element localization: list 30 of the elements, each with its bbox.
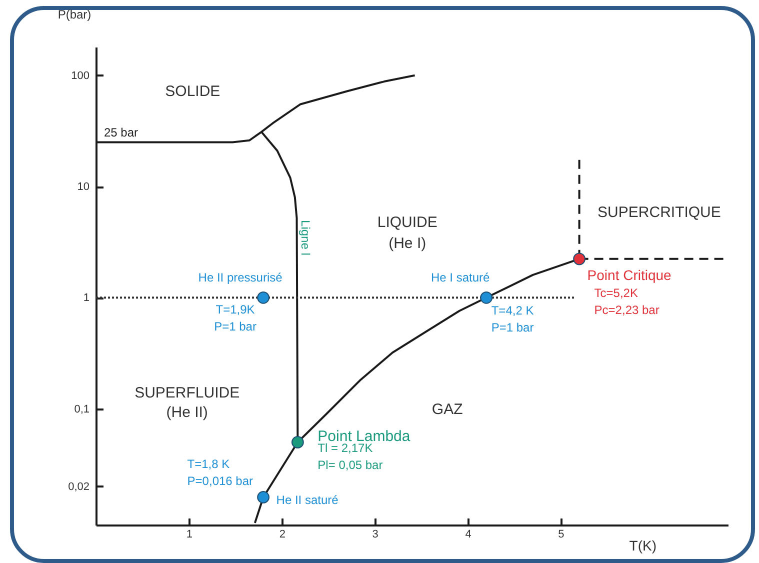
x-tick-label: 1: [186, 528, 193, 540]
annotation: SUPERFLUIDE: [134, 384, 240, 402]
x-tick-label: 2: [279, 528, 286, 540]
annotation: LIQUIDE: [377, 214, 438, 231]
y-tick-label: 100: [71, 70, 90, 82]
x-tick-label: 3: [372, 528, 378, 540]
series-label: He II saturé: [276, 493, 339, 508]
y-tick-label: 1: [83, 292, 90, 304]
x-tick-label: 4: [465, 528, 472, 540]
y-tick-label: 0,02: [68, 480, 90, 493]
annotation: SUPERCRITIQUE: [598, 204, 721, 221]
y-tick-label: 10: [77, 181, 90, 194]
x-tick-label: 5: [558, 528, 564, 540]
series-label: He I saturé: [431, 270, 490, 285]
y-axis-title: P(bar): [58, 8, 92, 22]
annotation: T=1,9K P=1 bar: [214, 302, 256, 334]
annotation: (He II): [166, 404, 208, 421]
annotation: T=1,8 K P=0,016 bar: [187, 457, 254, 488]
annotation: Tc=5,2K Pc=2,23 bar: [594, 286, 660, 317]
annotation: (He I): [388, 235, 426, 252]
annotation: Ligne l: [298, 220, 313, 256]
annotation: T=4,2 K P=1 bar: [491, 304, 534, 335]
annotation: 25 bar: [104, 125, 138, 140]
series-label: Point Critique: [587, 266, 672, 283]
y-tick-label: 0,1: [74, 403, 90, 416]
x-axis-title: T(K): [629, 538, 656, 554]
annotation: Tl = 2,17K Pl= 0,05 bar: [318, 441, 383, 472]
annotation: SOLIDE: [165, 83, 220, 100]
annotation: GAZ: [432, 400, 463, 418]
series-label: He II pressurisé: [198, 270, 283, 285]
